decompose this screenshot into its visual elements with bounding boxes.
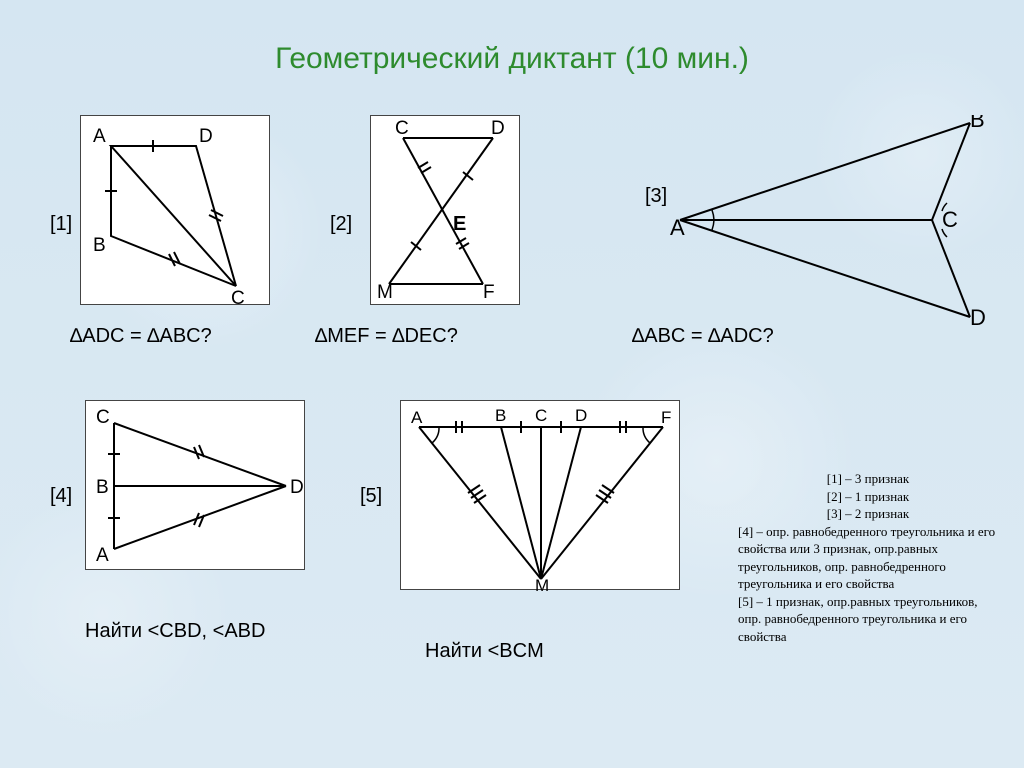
svg-text:A: A <box>411 408 423 427</box>
figure-3-svg: A B C D <box>670 115 990 325</box>
svg-text:A: A <box>670 215 685 240</box>
answer-line-5: [5] – 1 признак, опр.равных треугольнико… <box>738 593 998 646</box>
svg-text:F: F <box>661 408 671 427</box>
svg-text:C: C <box>395 118 409 139</box>
figure-2-svg: C D M F <box>371 116 521 306</box>
svg-text:M: M <box>535 576 549 591</box>
answers-block: [1] – 3 признак [2] – 1 признак [3] – 2 … <box>738 470 998 645</box>
answer-line-1: [1] – 3 признак <box>738 470 998 488</box>
answer-line-4: [4] – опр. равнобедренного треугольника … <box>738 523 998 593</box>
figure-4-box: C B A D <box>85 400 305 570</box>
problem-3-label: [3] <box>645 185 667 208</box>
figure-1-box: A D B C <box>80 115 270 305</box>
svg-text:B: B <box>495 406 506 425</box>
svg-text:B: B <box>96 477 109 498</box>
problem-5-question: Найти <BCM <box>425 640 544 663</box>
problem-2: C D M F <box>370 115 520 305</box>
svg-text:C: C <box>942 207 958 232</box>
answer-line-2: [2] – 1 признак <box>738 488 998 506</box>
problem-1-label: [1] <box>50 213 72 236</box>
svg-text:A: A <box>93 126 106 147</box>
svg-text:D: D <box>491 118 505 139</box>
problem-1-question: ∆ADC = ∆ABC? <box>70 325 212 348</box>
problem-4-question: Найти <CBD, <ABD <box>85 620 265 643</box>
problem-1: A D B C <box>80 115 270 305</box>
svg-text:D: D <box>199 126 213 147</box>
svg-text:C: C <box>96 407 110 428</box>
problem-4: C B A D <box>85 400 305 570</box>
figure-5-box: A B C D F M <box>400 400 680 590</box>
svg-text:M: M <box>377 282 393 303</box>
problem-3: A B C D <box>670 115 990 330</box>
svg-text:C: C <box>535 406 547 425</box>
figure-2-box: C D M F <box>370 115 520 305</box>
svg-text:C: C <box>231 288 245 306</box>
problem-2-label: [2] <box>330 213 352 236</box>
problem-2-extra-label: E <box>453 213 466 236</box>
svg-text:B: B <box>93 235 106 256</box>
svg-text:D: D <box>290 477 304 498</box>
problem-4-label: [4] <box>50 485 72 508</box>
problem-5-label: [5] <box>360 485 382 508</box>
svg-text:A: A <box>96 545 109 566</box>
figure-5-svg: A B C D F M <box>401 401 681 591</box>
svg-text:B: B <box>970 115 985 132</box>
svg-text:F: F <box>483 282 495 303</box>
problem-5: A B C D F M <box>400 400 680 590</box>
figure-1-svg: A D B C <box>81 116 271 306</box>
svg-text:D: D <box>575 406 587 425</box>
problem-2-question: ∆MEF = ∆DEC? <box>315 325 458 348</box>
page-title: Геометрический диктант (10 мин.) <box>0 42 1024 76</box>
svg-text:D: D <box>970 305 986 325</box>
problem-3-question: ∆ABC = ∆ADC? <box>632 325 774 348</box>
answer-line-3: [3] – 2 признак <box>738 505 998 523</box>
figure-4-svg: C B A D <box>86 401 306 571</box>
